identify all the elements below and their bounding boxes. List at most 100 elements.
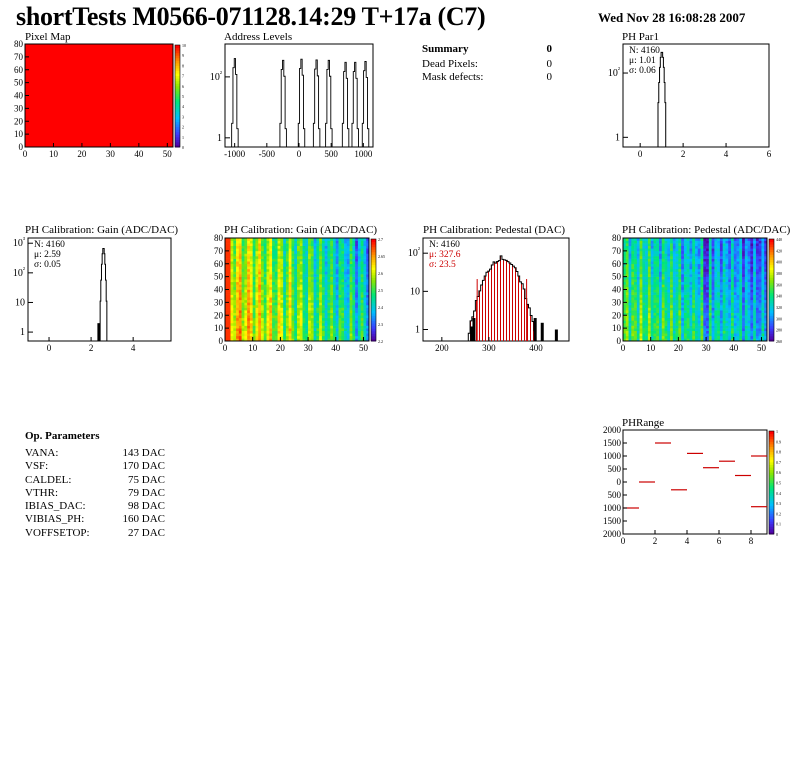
heatmap-cell — [623, 304, 627, 308]
heatmap-cell — [225, 253, 229, 257]
heatmap-cell — [664, 310, 668, 313]
heatmap-cell — [285, 256, 289, 259]
heatmap-cell — [755, 338, 759, 342]
heatmap-cell — [330, 312, 334, 316]
heatmap-cell — [355, 330, 359, 334]
heatmap-cell — [706, 294, 710, 298]
palette-tick-label: 0 — [776, 532, 778, 537]
heatmap-cell — [277, 312, 281, 316]
palette-cell — [175, 131, 180, 135]
heatmap-cell — [266, 310, 270, 313]
heatmap-cell — [236, 274, 240, 277]
heatmap-cell — [678, 245, 682, 249]
heatmap-cell — [225, 294, 229, 298]
heatmap-cell — [761, 330, 765, 334]
heatmap-cell — [692, 304, 696, 308]
heatmap-cell — [670, 276, 674, 280]
heatmap-cell — [280, 292, 284, 295]
heatmap-cell — [678, 256, 682, 259]
heatmap-cell — [255, 335, 259, 339]
heatmap-cell — [625, 307, 629, 311]
heatmap-cell — [717, 271, 721, 275]
heatmap-cell — [355, 294, 359, 298]
heatmap-cell — [645, 322, 649, 326]
heatmap-cell — [623, 328, 627, 331]
palette-tick-label: 8 — [182, 63, 184, 68]
heatmap-cell — [703, 266, 707, 270]
heatmap-cell — [642, 248, 646, 252]
heatmap-cell — [625, 328, 629, 331]
heatmap-cell — [695, 312, 699, 316]
heatmap-cell — [263, 271, 267, 275]
palette-cell — [769, 433, 774, 437]
palette-cell — [371, 315, 376, 319]
heatmap-cell — [238, 281, 242, 285]
heatmap-cell — [689, 281, 693, 285]
heatmap-cell — [299, 292, 303, 295]
heatmap-cell — [733, 335, 737, 339]
heatmap-cell — [739, 240, 743, 244]
heatmap-cell — [695, 302, 699, 306]
heatmap-cell — [335, 258, 339, 262]
heatmap-cell — [703, 294, 707, 298]
heatmap-cell — [233, 330, 237, 334]
heatmap-cell — [731, 248, 735, 252]
heatmap-cell — [753, 297, 757, 301]
heatmap-cell — [310, 333, 314, 337]
heatmap-cell — [639, 274, 643, 277]
palette-frame — [768, 430, 775, 535]
heatmap-cell — [722, 240, 726, 244]
heatmap-cell — [227, 286, 231, 290]
heatmap-cell — [683, 304, 687, 308]
heatmap-cell — [764, 245, 768, 249]
heatmap-cell — [634, 279, 638, 283]
heatmap-cell — [747, 335, 751, 339]
heatmap-cell — [305, 256, 309, 259]
heatmap-cell — [280, 286, 284, 290]
x-tick-label: 6 — [767, 149, 772, 159]
heatmap-cell — [653, 248, 657, 252]
palette-cell — [175, 144, 180, 148]
heatmap-cell — [319, 322, 323, 326]
heatmap-cell — [659, 312, 663, 316]
heatmap-cell — [647, 268, 651, 272]
heatmap-cell — [346, 320, 350, 324]
heatmap-cell — [346, 307, 350, 311]
palette-tick-label: 1 — [776, 429, 778, 434]
heatmap-cell — [319, 258, 323, 262]
heatmap-cell — [653, 261, 657, 265]
heatmap-cell — [761, 312, 765, 316]
heatmap-cell — [639, 284, 643, 288]
heatmap-cell — [324, 256, 328, 259]
heatmap-cell — [642, 238, 646, 241]
heatmap-cell — [739, 243, 743, 247]
heatmap-cell — [357, 271, 361, 275]
heatmap-cell — [686, 263, 690, 267]
heatmap-cell — [681, 238, 685, 241]
heatmap-cell — [700, 338, 704, 342]
heatmap-cell — [714, 243, 718, 247]
heatmap-cell — [725, 310, 729, 313]
heatmap-cell — [247, 279, 251, 283]
heatmap-cell — [670, 253, 674, 257]
heatmap-cell — [667, 338, 671, 342]
heatmap-cell — [346, 250, 350, 254]
heatmap-cell — [274, 263, 278, 267]
heatmap-cell — [233, 243, 237, 247]
heatmap-cell — [346, 302, 350, 306]
heatmap-cell — [661, 240, 665, 244]
palette-cell — [769, 277, 774, 281]
heatmap-cell — [352, 263, 356, 267]
heatmap-cell — [313, 271, 317, 275]
heatmap-cell — [744, 333, 748, 337]
heatmap-cell — [689, 243, 693, 247]
heatmap-cell — [247, 281, 251, 285]
heatmap-cell — [338, 266, 342, 270]
heatmap-cell — [236, 286, 240, 290]
heatmap-cell — [285, 250, 289, 254]
heatmap-cell — [697, 335, 701, 339]
heatmap-cell — [319, 315, 323, 319]
heatmap-cell — [324, 320, 328, 324]
heatmap-cell — [664, 292, 668, 295]
palette-tick-label: 3 — [182, 114, 184, 119]
